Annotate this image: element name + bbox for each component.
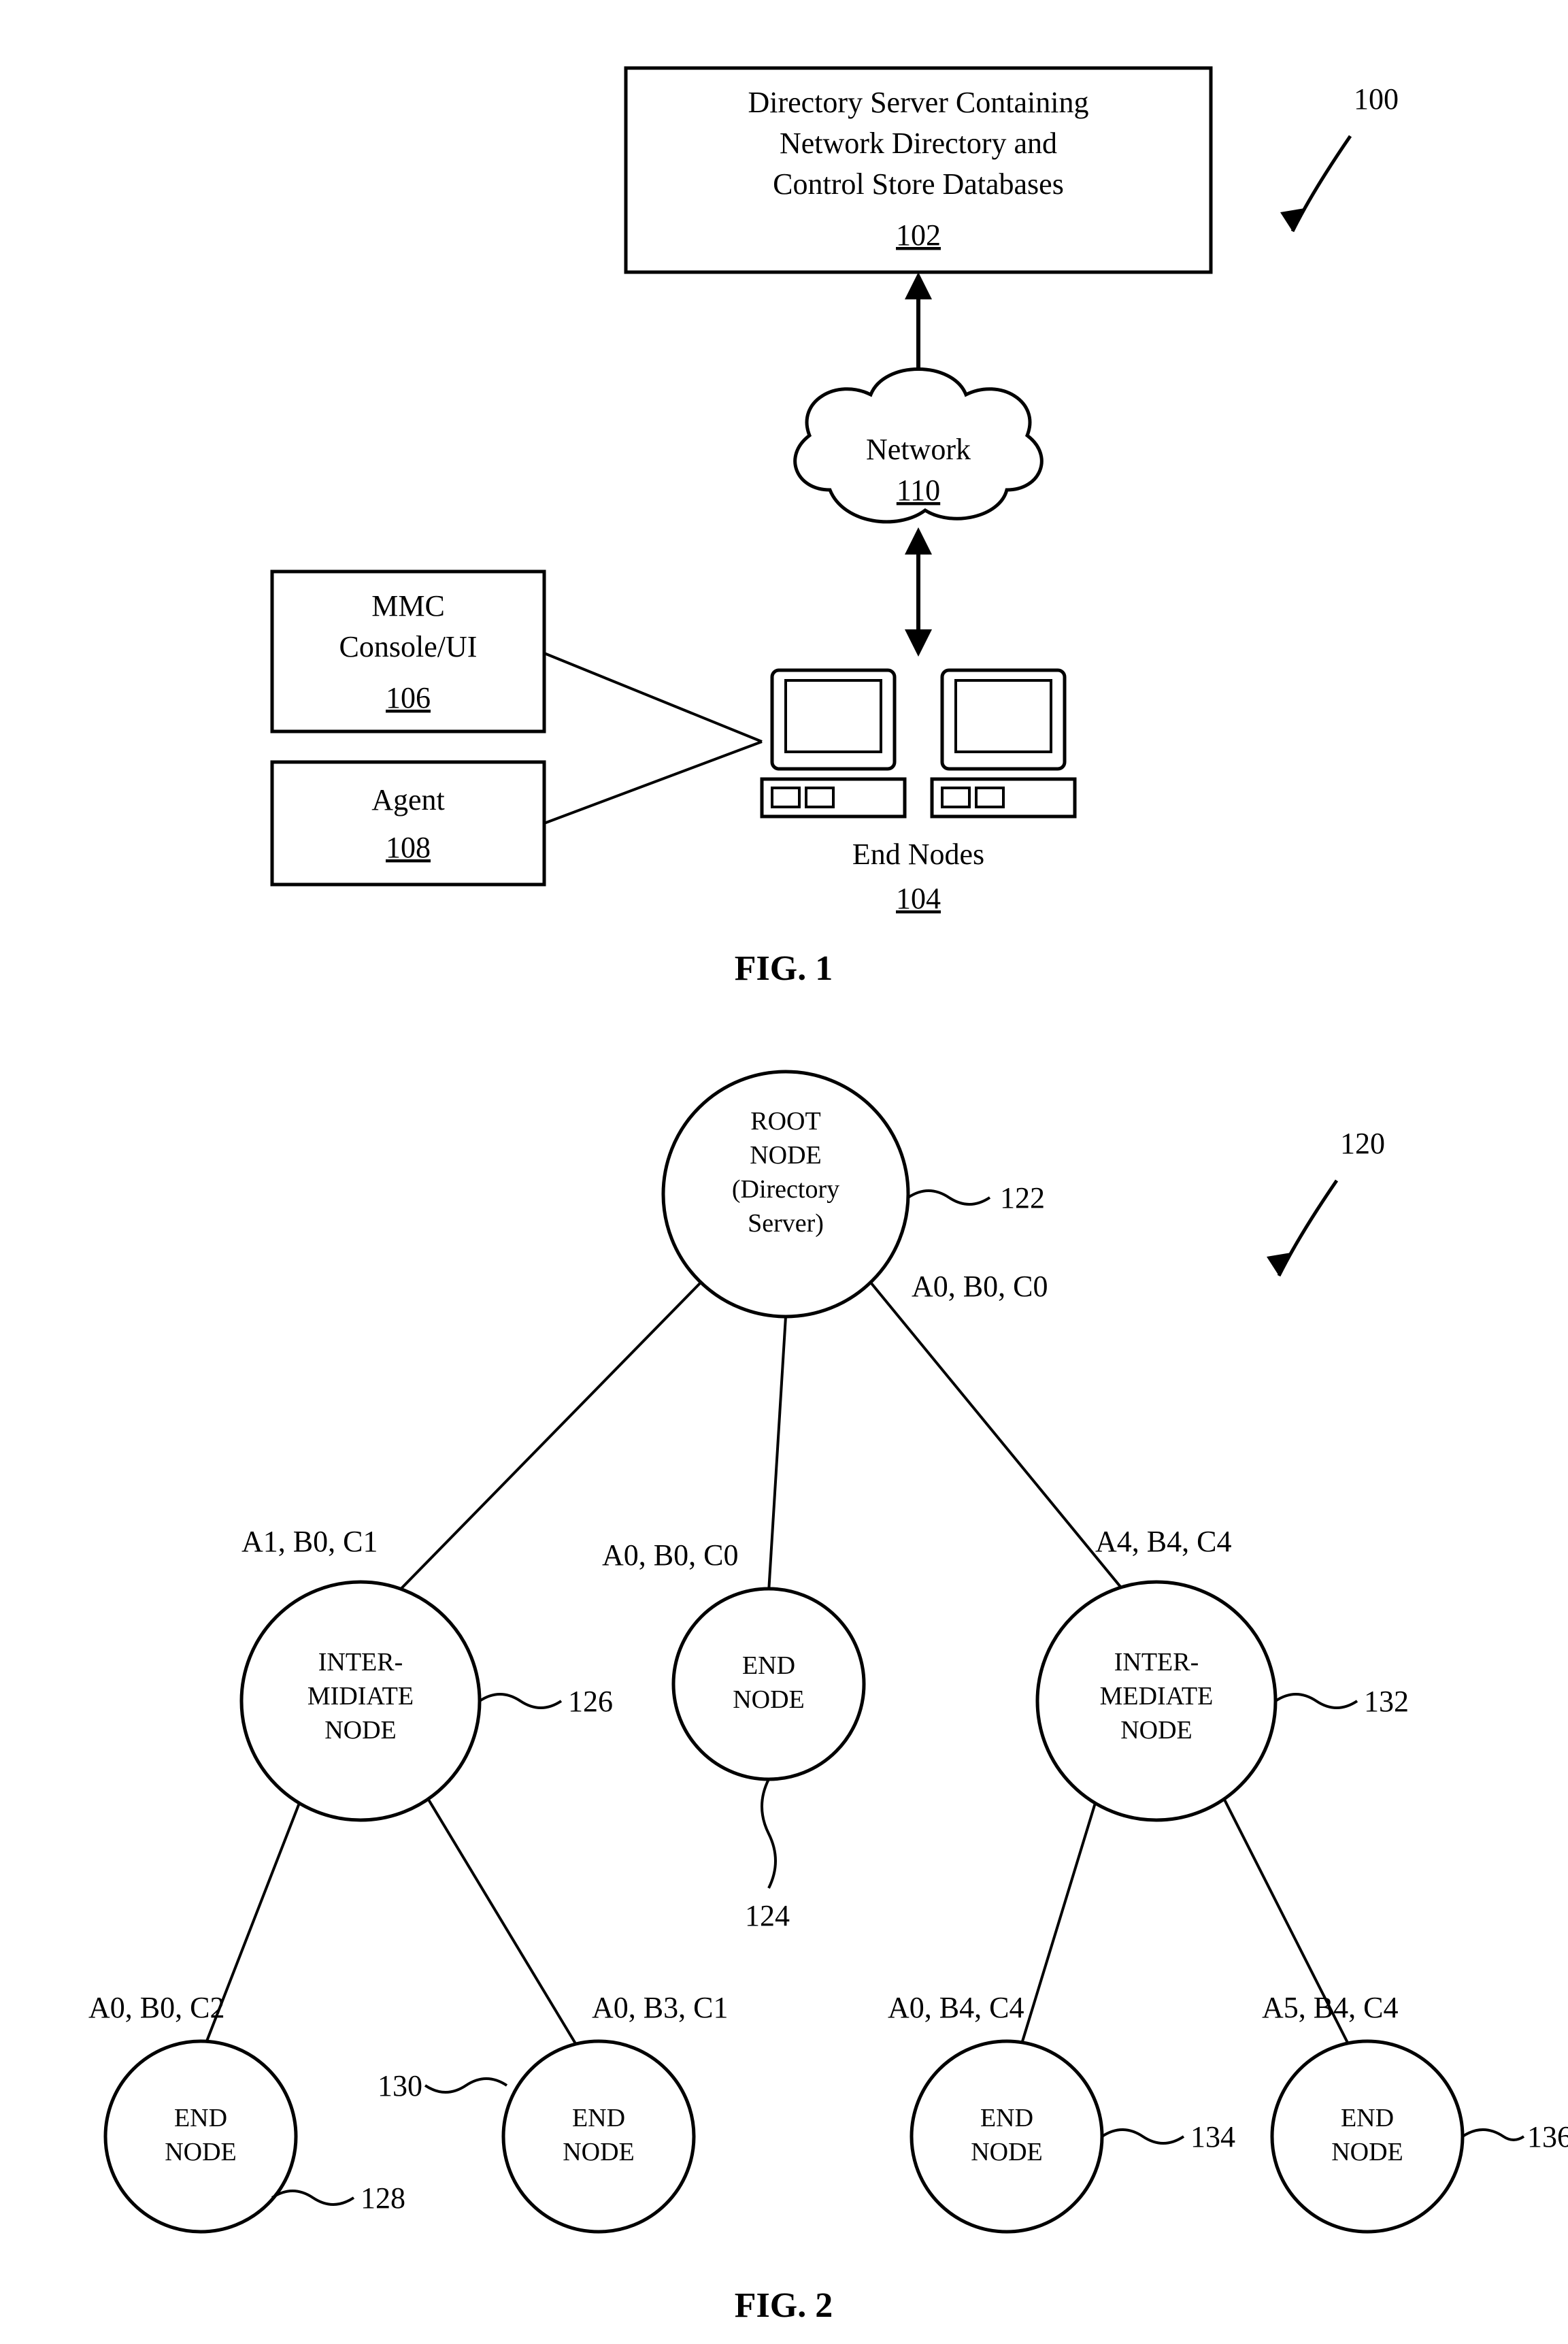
agent-ref: 108	[386, 831, 431, 864]
end136-line2: NODE	[1331, 2138, 1403, 2166]
mmc-line1: MMC	[371, 589, 445, 623]
end-node-124: END NODE	[673, 1589, 864, 1779]
end-node-134: END NODE	[912, 2041, 1102, 2232]
end124-line2: NODE	[733, 1685, 805, 1714]
edge-132-134	[1020, 1803, 1095, 2048]
root-line1: ROOT	[750, 1107, 820, 1136]
int126-line3: NODE	[324, 1716, 397, 1745]
ref-100-label: 100	[1354, 82, 1399, 116]
ref-136-label: 136	[1527, 2120, 1568, 2153]
int132-attrs: A4, B4, C4	[1095, 1525, 1231, 1558]
end-node-128: END NODE	[105, 2041, 296, 2232]
root-node: ROOT NODE (Directory Server)	[663, 1072, 908, 1317]
end134-line1: END	[980, 2104, 1033, 2132]
ref-120-label: 120	[1340, 1127, 1385, 1160]
mmc-box: MMC Console/UI 106	[272, 572, 544, 731]
mmc-line2: Console/UI	[339, 630, 478, 663]
directory-server-ref: 102	[896, 218, 941, 252]
end130-line2: NODE	[563, 2138, 635, 2166]
network-label: Network	[866, 433, 971, 466]
end-node-136: END NODE	[1272, 2041, 1463, 2232]
ref-124-tick	[762, 1779, 775, 1888]
ref-126-tick	[480, 1694, 561, 1708]
directory-server-line2: Network Directory and	[780, 127, 1057, 160]
ref-132-label: 132	[1364, 1685, 1409, 1718]
int132-line1: INTER-	[1114, 1648, 1199, 1677]
ref-134-label: 134	[1190, 2120, 1235, 2153]
edge-root-124	[769, 1317, 786, 1592]
fig1-caption: FIG. 1	[735, 949, 833, 988]
ref-122-label: 122	[1000, 1181, 1045, 1215]
root-line4: Server)	[748, 1209, 824, 1238]
endnode-computer-right	[932, 670, 1075, 816]
ref-124-label: 124	[745, 1899, 790, 1932]
int126-line2: MIDIATE	[307, 1682, 414, 1711]
endnodes-ref: 104	[896, 882, 941, 915]
end136-attrs: A5, B4, C4	[1262, 1991, 1398, 2024]
end128-line1: END	[174, 2104, 227, 2132]
end124-line1: END	[742, 1651, 795, 1680]
end-node-130: END NODE	[503, 2041, 694, 2232]
ref-134-tick	[1102, 2130, 1184, 2143]
int132-line3: NODE	[1120, 1716, 1192, 1745]
end130-line1: END	[572, 2104, 625, 2132]
endnodes-label: End Nodes	[852, 838, 984, 871]
end130-attrs: A0, B3, C1	[592, 1991, 728, 2024]
root-line3: (Directory	[732, 1175, 839, 1204]
network-cloud: Network 110	[795, 369, 1042, 522]
ref-120-pointer: 120	[1267, 1127, 1385, 1276]
intermediate-node-132: INTER- MEDIATE NODE	[1037, 1582, 1275, 1820]
arrow-network-endnodes	[905, 527, 932, 657]
fig2-caption: FIG. 2	[735, 2286, 833, 2325]
int126-attrs: A1, B0, C1	[241, 1525, 378, 1558]
ref-136-tick	[1463, 2130, 1524, 2140]
directory-server-line3: Control Store Databases	[773, 167, 1064, 201]
end128-line2: NODE	[165, 2138, 237, 2166]
intermediate-node-126: INTER- MIDIATE NODE	[241, 1582, 480, 1820]
end134-line2: NODE	[971, 2138, 1043, 2166]
ref-100-pointer: 100	[1280, 82, 1399, 231]
ref-126-label: 126	[568, 1685, 613, 1718]
end136-line1: END	[1341, 2104, 1394, 2132]
line-agent-endnode	[544, 742, 762, 823]
int132-line2: MEDIATE	[1100, 1682, 1214, 1711]
line-mmc-endnode	[544, 653, 762, 742]
edge-126-130	[429, 1800, 578, 2048]
ref-132-tick	[1275, 1694, 1357, 1708]
end128-attrs: A0, B0, C2	[88, 1991, 224, 2024]
ref-128-tick	[272, 2191, 354, 2205]
network-ref: 110	[897, 474, 940, 507]
directory-server-line1: Directory Server Containing	[748, 86, 1089, 119]
end124-attrs: A0, B0, C0	[602, 1538, 738, 1572]
agent-label: Agent	[371, 783, 445, 816]
root-line2: NODE	[750, 1141, 822, 1170]
ref-130-tick	[425, 2079, 507, 2092]
end134-attrs: A0, B4, C4	[888, 1991, 1024, 2024]
ref-130-label: 130	[378, 2069, 422, 2102]
endnode-computer-left	[762, 670, 905, 816]
int126-line1: INTER-	[318, 1648, 403, 1677]
ref-122-tick	[908, 1191, 990, 1204]
ref-128-label: 128	[361, 2181, 405, 2215]
fig1: 100 Directory Server Containing Network …	[272, 68, 1399, 988]
agent-box: Agent 108	[272, 762, 544, 885]
root-attrs: A0, B0, C0	[912, 1270, 1048, 1303]
fig2: 120 ROOT NODE (Directory Server) 122 A0,…	[88, 1072, 1568, 2325]
mmc-ref: 106	[386, 681, 431, 714]
directory-server-box: Directory Server Containing Network Dire…	[626, 68, 1211, 272]
